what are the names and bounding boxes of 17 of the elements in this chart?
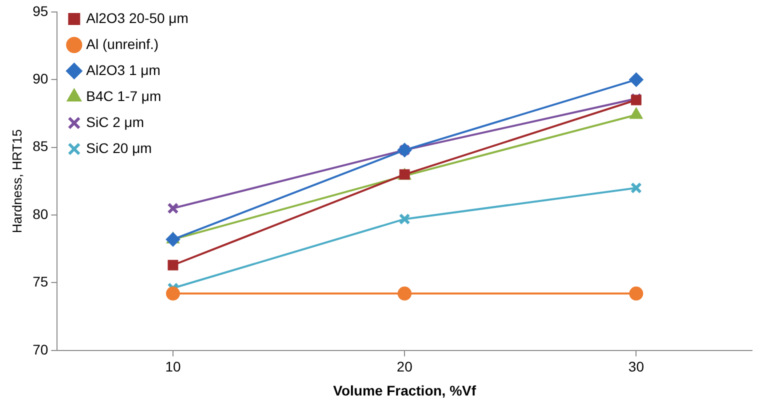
legend-label: SiC 20 μm bbox=[86, 140, 152, 156]
y-tick-label: 95 bbox=[32, 2, 48, 19]
x-axis-title: Volume Fraction, %Vf bbox=[333, 382, 476, 398]
legend-label: Al (unreinf.) bbox=[86, 36, 159, 52]
legend-label: Al2O3 20-50 μm bbox=[86, 10, 188, 26]
legend-label: SiC 2 μm bbox=[86, 114, 144, 130]
y-tick-label: 85 bbox=[32, 138, 48, 154]
y-tick-label: 75 bbox=[32, 274, 48, 290]
x-tick-label: 10 bbox=[165, 358, 181, 375]
y-tick-label: 70 bbox=[32, 341, 48, 358]
legend-label: Al2O3 1 μm bbox=[86, 62, 160, 78]
x-tick-label: 30 bbox=[628, 358, 644, 375]
y-axis-title: Hardness, HRT15 bbox=[9, 129, 24, 234]
x-tick-label: 20 bbox=[396, 358, 413, 375]
legend-label: B4C 1-7 μm bbox=[86, 88, 162, 104]
y-tick-label: 90 bbox=[32, 70, 48, 87]
y-tick-label: 80 bbox=[32, 206, 48, 222]
